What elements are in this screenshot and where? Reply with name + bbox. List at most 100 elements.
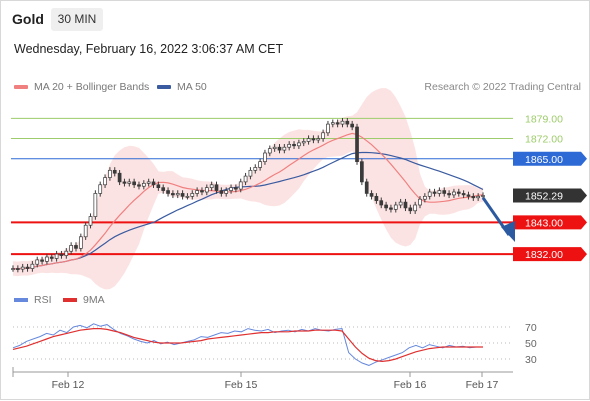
x-tick-label-2: Feb 16 bbox=[394, 379, 427, 391]
ma50-line bbox=[12, 151, 484, 270]
level-label-3: 1852.29 bbox=[525, 190, 563, 202]
candle-body bbox=[175, 193, 180, 196]
candle-body bbox=[427, 191, 432, 197]
candle-body bbox=[54, 253, 59, 259]
candle-body bbox=[59, 253, 64, 256]
candle-body bbox=[40, 259, 44, 262]
candle-body bbox=[345, 120, 350, 125]
candle-body bbox=[69, 245, 73, 252]
candle-body bbox=[423, 195, 427, 200]
candle-body bbox=[355, 126, 359, 163]
ma9-swatch bbox=[63, 298, 77, 302]
candle-body bbox=[316, 138, 321, 141]
candle-body bbox=[452, 191, 456, 196]
candle-body bbox=[122, 181, 127, 184]
candle-body bbox=[11, 268, 15, 270]
candle-body bbox=[442, 190, 447, 194]
candle-body bbox=[263, 152, 267, 163]
candle-body bbox=[214, 184, 219, 191]
candle-body bbox=[25, 266, 30, 269]
candle-body bbox=[277, 146, 282, 151]
candle-body bbox=[379, 200, 384, 206]
candle-body bbox=[374, 195, 379, 202]
candle-body bbox=[219, 190, 224, 194]
rsi-level-label-0: 70 bbox=[525, 322, 537, 334]
level-label-5: 1832.00 bbox=[525, 249, 563, 261]
candle-body bbox=[209, 184, 214, 189]
candle-body bbox=[393, 204, 398, 210]
candle-body bbox=[200, 190, 204, 193]
candle-body bbox=[108, 169, 112, 178]
datetime-stamp: Wednesday, February 16, 2022 3:06:37 AM … bbox=[14, 42, 284, 56]
candle-body bbox=[243, 175, 248, 183]
candle-body bbox=[238, 181, 243, 190]
timeframe-badge[interactable]: 30 MIN bbox=[51, 8, 103, 31]
candle-body bbox=[403, 201, 408, 209]
candle-body bbox=[398, 201, 403, 206]
rsi-level-label-1: 50 bbox=[525, 338, 537, 350]
candle-body bbox=[272, 146, 277, 150]
candle-body bbox=[282, 146, 287, 151]
legend-ma50-label: MA 50 bbox=[177, 81, 207, 93]
x-tick-label-0: Feb 12 bbox=[52, 379, 85, 391]
candle-body bbox=[88, 216, 93, 226]
candle-body bbox=[456, 191, 461, 194]
candle-body bbox=[137, 184, 141, 187]
candle-body bbox=[297, 142, 301, 147]
legend-ma20-label: MA 20 + Bollinger Bands bbox=[34, 81, 150, 93]
candle-body bbox=[146, 181, 151, 184]
rsi-line bbox=[12, 323, 483, 366]
candle-body bbox=[151, 181, 156, 186]
candle-body bbox=[432, 191, 437, 194]
candle-body bbox=[190, 193, 195, 197]
ma20-line bbox=[12, 132, 484, 270]
candle-body bbox=[49, 256, 54, 259]
candle-body bbox=[476, 195, 481, 199]
candle-body bbox=[195, 190, 199, 194]
candle-body bbox=[74, 245, 78, 249]
candle-body bbox=[287, 143, 292, 148]
candle-body bbox=[321, 132, 325, 139]
candle-body bbox=[253, 167, 258, 171]
ma20-swatch bbox=[14, 85, 28, 89]
rsi-level-label-2: 30 bbox=[525, 354, 537, 366]
candle-body bbox=[45, 256, 49, 262]
candle-body bbox=[234, 187, 238, 190]
candle-body bbox=[301, 141, 306, 144]
candle-body bbox=[418, 198, 422, 206]
candle-body bbox=[180, 193, 185, 197]
candle-body bbox=[466, 194, 471, 197]
candle-body bbox=[267, 148, 272, 154]
candle-body bbox=[384, 204, 388, 209]
rsi-legend-label: RSI bbox=[34, 294, 52, 306]
candle-body bbox=[141, 182, 146, 187]
candle-body bbox=[103, 177, 107, 186]
candle-body bbox=[330, 122, 335, 125]
candle-body bbox=[78, 236, 83, 249]
candle-body bbox=[364, 181, 369, 194]
candle-body bbox=[481, 195, 485, 197]
candle-body bbox=[360, 161, 364, 183]
candle-body bbox=[335, 122, 340, 125]
projection-arrow-head bbox=[501, 221, 515, 242]
legend-ma50: MA 50 bbox=[157, 81, 207, 93]
candle-body bbox=[132, 181, 136, 186]
candle-body bbox=[166, 190, 170, 194]
candle-body bbox=[156, 184, 161, 189]
ma9-line bbox=[12, 328, 483, 363]
rsi-swatch bbox=[14, 298, 28, 302]
candle-body bbox=[224, 190, 229, 194]
candle-body bbox=[350, 123, 355, 128]
legend-ma20: MA 20 + Bollinger Bands bbox=[14, 81, 149, 93]
candle-body bbox=[413, 204, 418, 212]
candle-body bbox=[117, 172, 122, 183]
candle-body bbox=[30, 263, 35, 269]
candle-body bbox=[93, 193, 98, 217]
candle-body bbox=[258, 161, 262, 168]
level-label-0: 1879.00 bbox=[525, 113, 563, 125]
candle-body bbox=[408, 207, 413, 212]
candle-body bbox=[98, 184, 103, 194]
candle-body bbox=[369, 193, 374, 197]
candle-body bbox=[20, 266, 25, 270]
